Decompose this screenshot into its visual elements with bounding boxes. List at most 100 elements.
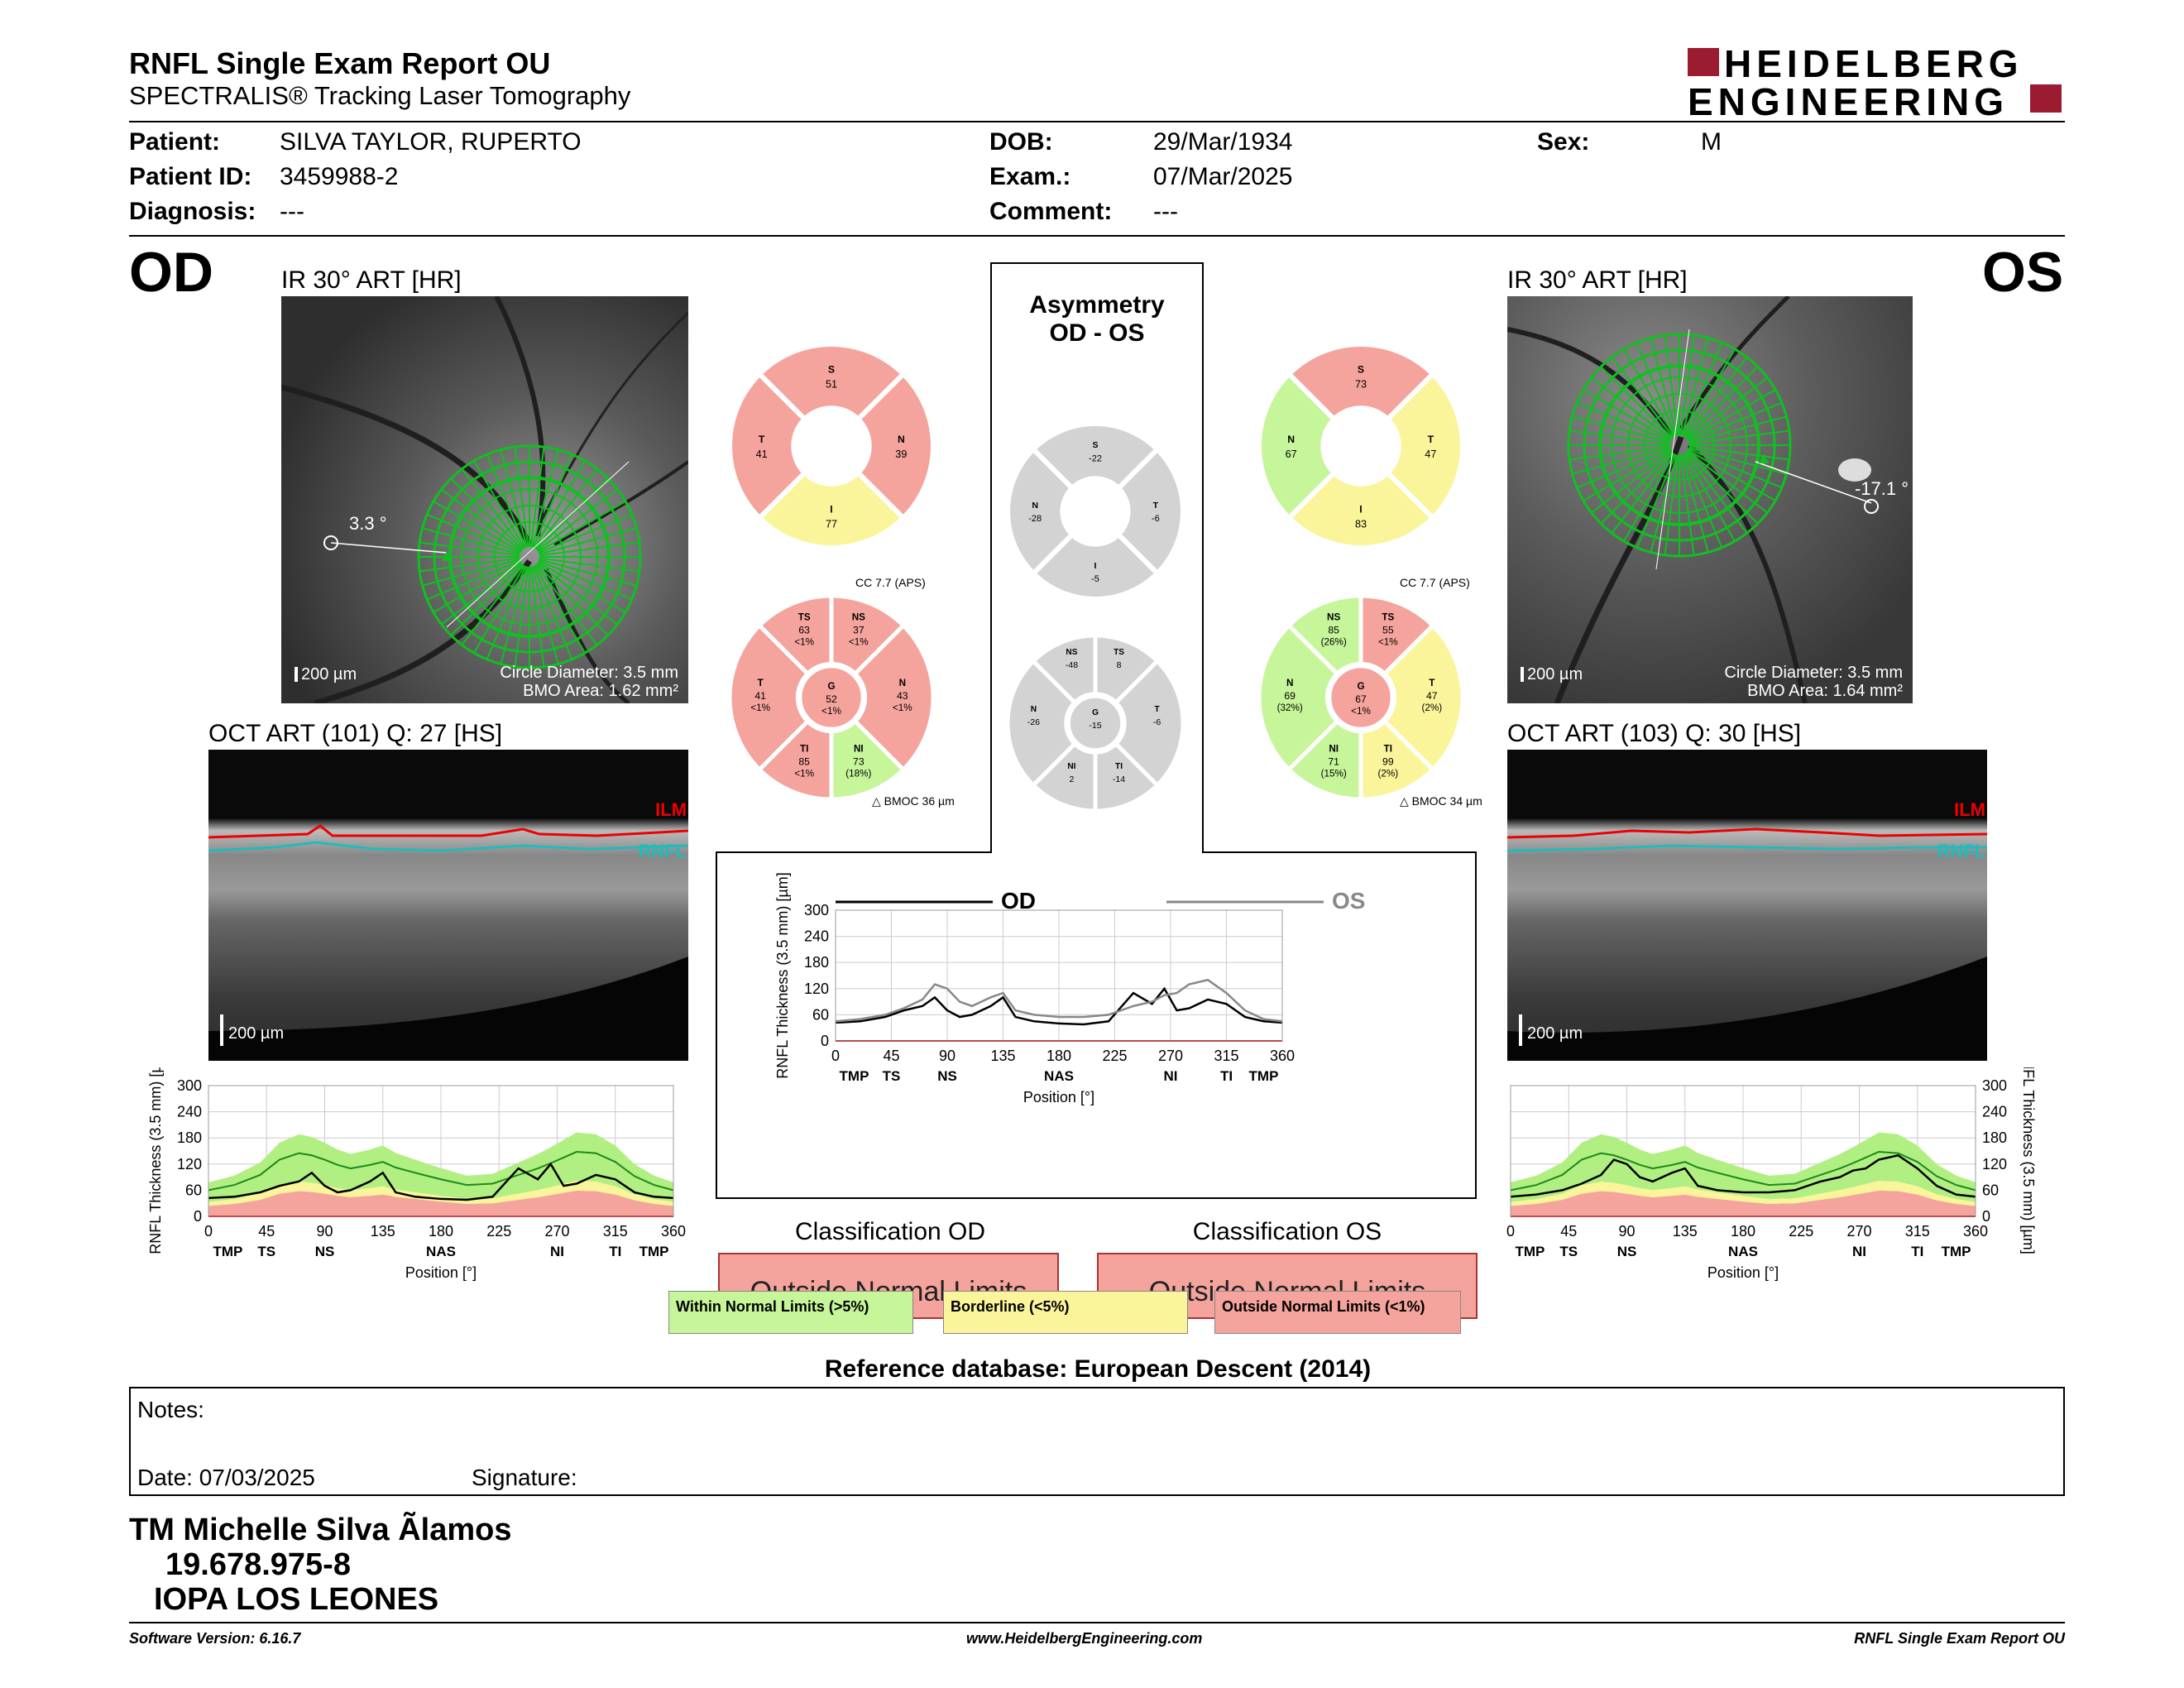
normal-mean-line bbox=[1510, 1151, 1976, 1192]
signature-label: Signature: bbox=[472, 1465, 577, 1490]
sector-value-NS: -48 bbox=[1066, 660, 1078, 670]
classification-os-title: Classification OS bbox=[1192, 1218, 1382, 1245]
sector-label-TI: TI bbox=[800, 743, 808, 754]
sector-value-T: -6 bbox=[1153, 717, 1161, 727]
asym-sector-chart: NS -48 TS 8 T -6 TI -14 NI 2 N -26 G -15 bbox=[1005, 633, 1185, 813]
sector-label-G: G bbox=[1092, 708, 1099, 717]
od-oct-rnfl: RNFL bbox=[638, 841, 687, 861]
sector-value-T: 41 bbox=[756, 448, 768, 460]
x-tick-label: 0 bbox=[1506, 1223, 1515, 1240]
x-tick-label: 360 bbox=[1270, 1048, 1295, 1064]
sector-label-TS: TS bbox=[1382, 612, 1394, 623]
classification-od-title: Classification OD bbox=[794, 1218, 986, 1245]
x-tick-label: 45 bbox=[258, 1223, 275, 1240]
sector-label-NI: NI bbox=[1329, 743, 1339, 754]
sector-axis-label: NI bbox=[1164, 1068, 1178, 1084]
date-label: Date: 07/03/2025 bbox=[137, 1465, 315, 1490]
asymmetry-frame bbox=[716, 262, 1477, 1199]
sector-value-I: 83 bbox=[1355, 518, 1367, 530]
sector-value-TI: 99 bbox=[1382, 755, 1394, 767]
diagnosis-label: Diagnosis: bbox=[129, 198, 256, 225]
sector-axis-label: TS bbox=[257, 1244, 275, 1259]
sector-label-N: N bbox=[1287, 434, 1295, 445]
legend-os-label: OS bbox=[1332, 888, 1365, 914]
y-tick-label: 240 bbox=[804, 928, 829, 945]
sector-axis-label: TS bbox=[1559, 1244, 1578, 1259]
series-line-OS bbox=[1510, 1153, 1976, 1198]
sector-label-T: T bbox=[758, 678, 764, 688]
x-axis-label: Position [°] bbox=[405, 1264, 477, 1281]
od-oct-scale-bar bbox=[220, 1014, 223, 1046]
sector-value-N: 43 bbox=[897, 690, 908, 702]
os-sector-chart: NS85(26%)TS55<1%T47(2%)TI99(2%)NI71(15%)… bbox=[1257, 593, 1465, 802]
od-eye-label: OD bbox=[129, 241, 213, 304]
x-tick-label: 270 bbox=[1846, 1223, 1871, 1240]
asymmetry-title-line1: Asymmetry bbox=[1029, 291, 1165, 319]
od-oct-title: OCT ART (101) Q: 27 [HS] bbox=[208, 720, 503, 747]
website[interactable]: www.HeidelbergEngineering.com bbox=[966, 1630, 1203, 1647]
dob-value: 29/Mar/1934 bbox=[1153, 128, 1293, 156]
sector-label-TS: TS bbox=[798, 612, 811, 623]
sector-pct-TI: (2%) bbox=[1378, 768, 1399, 779]
sector-axis-label: NAS bbox=[426, 1244, 456, 1259]
patient-id-value: 3459988-2 bbox=[280, 163, 399, 190]
sector-label-I: I bbox=[830, 503, 832, 515]
borderline-band bbox=[1511, 1181, 1976, 1206]
od-fundus-image: 3.3 ° 200 µm Circle Diameter: 3.5 mm BMO… bbox=[281, 296, 688, 703]
sector-N bbox=[1257, 370, 1338, 522]
notes-label: Notes: bbox=[137, 1397, 204, 1422]
sector-value-I: -5 bbox=[1091, 574, 1099, 584]
x-tick-label: 45 bbox=[1560, 1223, 1577, 1240]
sector-value-G: 52 bbox=[826, 693, 837, 705]
sector-axis-label: TI bbox=[1911, 1244, 1923, 1259]
series-line-OD bbox=[208, 1162, 674, 1201]
comment-value: --- bbox=[1153, 198, 1178, 225]
sector-label-T: T bbox=[1153, 501, 1159, 511]
sector-N bbox=[1005, 658, 1078, 789]
sector-value-T: -6 bbox=[1152, 514, 1160, 524]
sector-T bbox=[1114, 445, 1185, 578]
x-tick-label: 225 bbox=[1789, 1223, 1813, 1240]
os-quadrant-chart: S 73 T 47 I 83 N 67 bbox=[1257, 342, 1465, 550]
sector-axis-label: NS bbox=[1617, 1244, 1637, 1259]
x-tick-label: 0 bbox=[204, 1223, 213, 1240]
x-axis-label: Position [°] bbox=[1023, 1089, 1094, 1105]
comment-label: Comment: bbox=[989, 198, 1113, 225]
legend-od-label: OD bbox=[1001, 888, 1036, 914]
od-bmoc-label: BMOC 36 µm bbox=[884, 794, 955, 808]
x-tick-label: 315 bbox=[1214, 1048, 1238, 1064]
os-eye-label: OS bbox=[1982, 241, 2064, 304]
diagnosis-value: --- bbox=[280, 198, 304, 225]
sector-label-I: I bbox=[1094, 561, 1097, 571]
asym-quadrant-chart: S -22 T -6 I -5 N -28 bbox=[1005, 421, 1185, 602]
sector-T bbox=[1384, 370, 1465, 522]
od-angle: 3.3 ° bbox=[349, 513, 387, 534]
sector-N bbox=[1257, 622, 1340, 773]
sector-pct-NS: (26%) bbox=[1321, 637, 1347, 648]
sector-value-TS: 8 bbox=[1117, 660, 1122, 670]
reference-database: Reference database: European Descent (20… bbox=[824, 1355, 1372, 1383]
sector-value-NS: 85 bbox=[1328, 625, 1339, 636]
sector-value-N: 69 bbox=[1284, 690, 1296, 702]
normal-mean-line bbox=[208, 1151, 674, 1192]
asym-tsnit-chart: 0 60 120 180 240 300 0 45 90 135 180 225 270 315 360 TM… bbox=[774, 872, 1365, 1105]
sector-axis-label: TMP bbox=[1249, 1068, 1279, 1084]
notes-box[interactable]: Notes: Date: 07/03/2025 Signature: bbox=[129, 1387, 2065, 1496]
sector-label-N: N bbox=[898, 434, 905, 445]
x-tick-label: 45 bbox=[883, 1048, 899, 1064]
y-tick-label: 0 bbox=[821, 1033, 829, 1049]
sector-value-TI: -14 bbox=[1113, 774, 1125, 784]
footer-report-name: RNFL Single Exam Report OU bbox=[1854, 1630, 2065, 1647]
y-tick-label: 60 bbox=[185, 1182, 202, 1198]
sector-label-T: T bbox=[1428, 434, 1434, 445]
technician-name: TM Michelle Silva Ãlamos bbox=[129, 1513, 512, 1547]
series-line-OD bbox=[835, 986, 1283, 1026]
os-scale-label: 200 µm bbox=[1527, 665, 1583, 683]
sector-label-N: N bbox=[899, 678, 906, 688]
exam-value: 07/Mar/2025 bbox=[1153, 163, 1293, 190]
sector-I bbox=[1285, 469, 1437, 550]
sector-axis-label: TI bbox=[609, 1244, 621, 1259]
x-axis-label: Position [°] bbox=[1707, 1264, 1779, 1281]
sex-label: Sex: bbox=[1537, 128, 1590, 156]
sector-pct-TI: <1% bbox=[794, 768, 814, 779]
